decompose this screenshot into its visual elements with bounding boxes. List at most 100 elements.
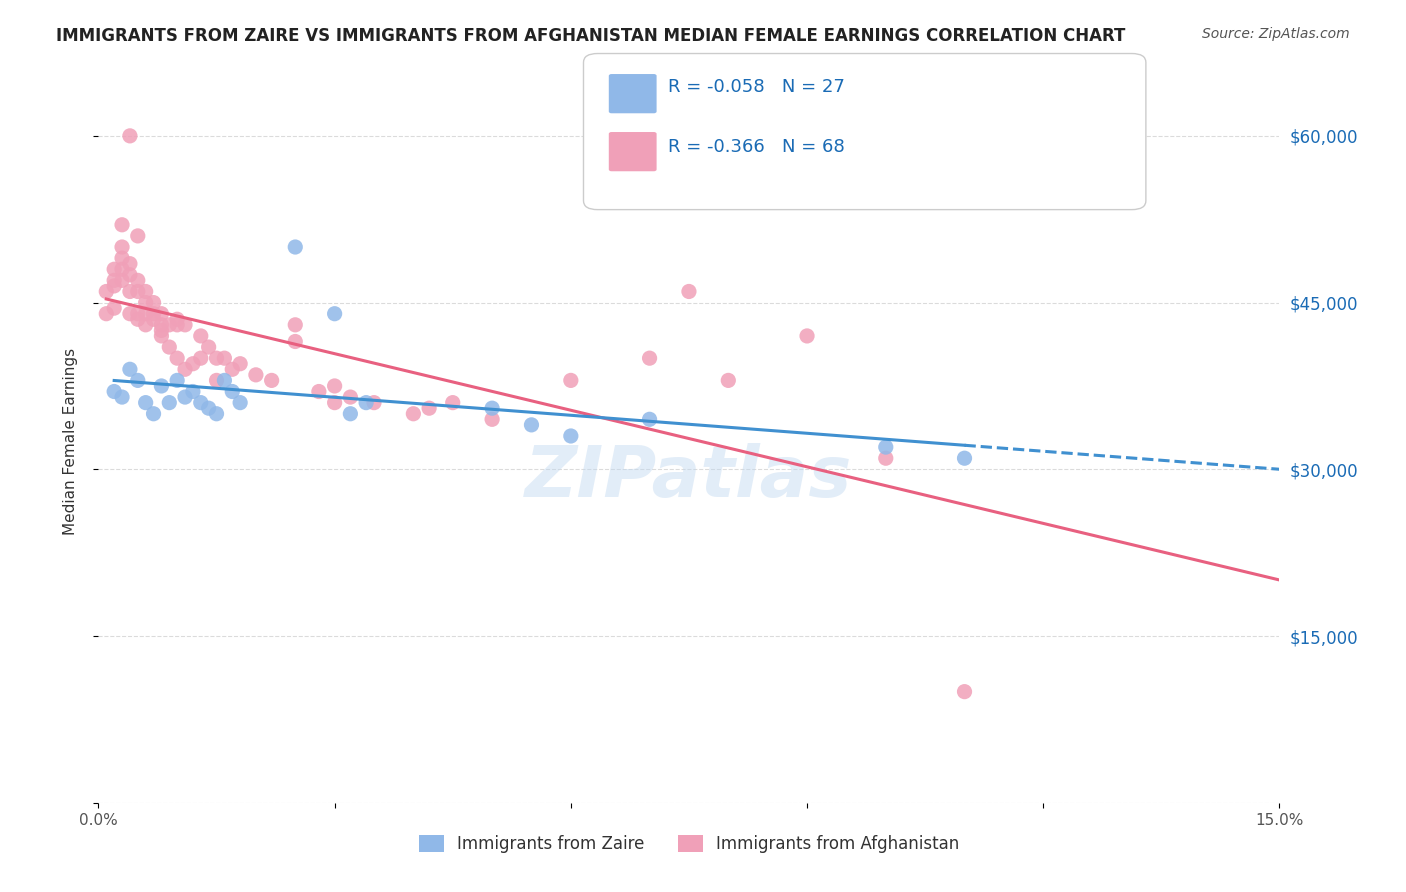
Point (441, 395, 464, 409)
Point (111, 251, 134, 265)
Point (127, 228, 149, 243)
Point (135, 285, 157, 299)
Point (174, 318, 197, 332)
Point (229, 357, 252, 371)
Point (166, 318, 188, 332)
Point (96, 285, 118, 299)
Point (560, 429, 582, 443)
Point (166, 373, 188, 387)
Point (96, 307, 118, 321)
Point (418, 401, 440, 416)
Point (103, 384, 125, 399)
Point (229, 395, 252, 409)
Point (354, 395, 377, 409)
Point (190, 351, 212, 366)
Point (323, 379, 346, 393)
Point (118, 362, 141, 376)
Point (103, 301, 125, 315)
Point (339, 407, 361, 421)
Point (221, 384, 243, 399)
Point (135, 307, 157, 321)
Point (174, 362, 197, 376)
Point (150, 379, 173, 393)
Point (150, 323, 173, 337)
Point (221, 362, 243, 376)
Point (127, 307, 149, 321)
Text: Source: ZipAtlas.com: Source: ZipAtlas.com (1202, 27, 1350, 41)
Legend: Immigrants from Zaire, Immigrants from Afghanistan: Immigrants from Zaire, Immigrants from A… (412, 828, 966, 860)
Point (142, 312, 165, 326)
Point (678, 285, 700, 299)
Point (214, 351, 236, 366)
Y-axis label: Median Female Earnings: Median Female Earnings (63, 348, 77, 535)
Point (560, 373, 582, 387)
Point (481, 401, 503, 416)
Point (150, 329, 173, 343)
Point (135, 295, 157, 310)
Point (127, 373, 149, 387)
Point (214, 373, 236, 387)
Point (118, 257, 141, 271)
Point (363, 395, 385, 409)
Point (157, 340, 180, 354)
Point (150, 318, 173, 332)
Point (205, 373, 228, 387)
Point (181, 384, 204, 399)
Point (245, 368, 267, 382)
Point (135, 318, 157, 332)
Point (638, 351, 661, 366)
Point (875, 440, 897, 454)
Point (260, 373, 283, 387)
Point (127, 273, 149, 287)
Point (181, 357, 204, 371)
Point (142, 407, 165, 421)
Point (157, 318, 180, 332)
Point (103, 273, 125, 287)
Point (197, 401, 219, 416)
Point (166, 351, 188, 366)
Point (197, 340, 219, 354)
Point (205, 407, 228, 421)
Point (190, 329, 212, 343)
Point (284, 318, 307, 332)
Point (638, 412, 661, 426)
Point (111, 390, 134, 404)
Point (323, 395, 346, 409)
Point (118, 285, 141, 299)
Point (953, 451, 976, 466)
Text: IMMIGRANTS FROM ZAIRE VS IMMIGRANTS FROM AFGHANISTAN MEDIAN FEMALE EARNINGS CORR: IMMIGRANTS FROM ZAIRE VS IMMIGRANTS FROM… (56, 27, 1126, 45)
Point (481, 412, 503, 426)
Point (118, 268, 141, 282)
Point (118, 128, 141, 143)
Point (103, 262, 125, 277)
Point (796, 329, 818, 343)
Point (174, 390, 197, 404)
Text: R = -0.058   N = 27: R = -0.058 N = 27 (668, 78, 845, 96)
Point (103, 279, 125, 293)
Point (284, 334, 307, 349)
Point (339, 390, 361, 404)
Text: R = -0.366   N = 68: R = -0.366 N = 68 (668, 138, 845, 156)
Point (111, 218, 134, 232)
Text: ZIPatlas: ZIPatlas (526, 443, 852, 512)
Point (190, 395, 212, 409)
Point (402, 407, 425, 421)
Point (118, 307, 141, 321)
Point (953, 684, 976, 698)
Point (166, 312, 188, 326)
Point (157, 395, 180, 409)
Point (150, 307, 173, 321)
Point (284, 240, 307, 254)
Point (717, 373, 740, 387)
Point (323, 307, 346, 321)
Point (127, 285, 149, 299)
Point (142, 307, 165, 321)
Point (111, 262, 134, 277)
Point (135, 395, 157, 409)
Point (308, 384, 330, 399)
Point (142, 295, 165, 310)
Point (111, 273, 134, 287)
Point (205, 351, 228, 366)
Point (875, 451, 897, 466)
Point (520, 417, 543, 432)
